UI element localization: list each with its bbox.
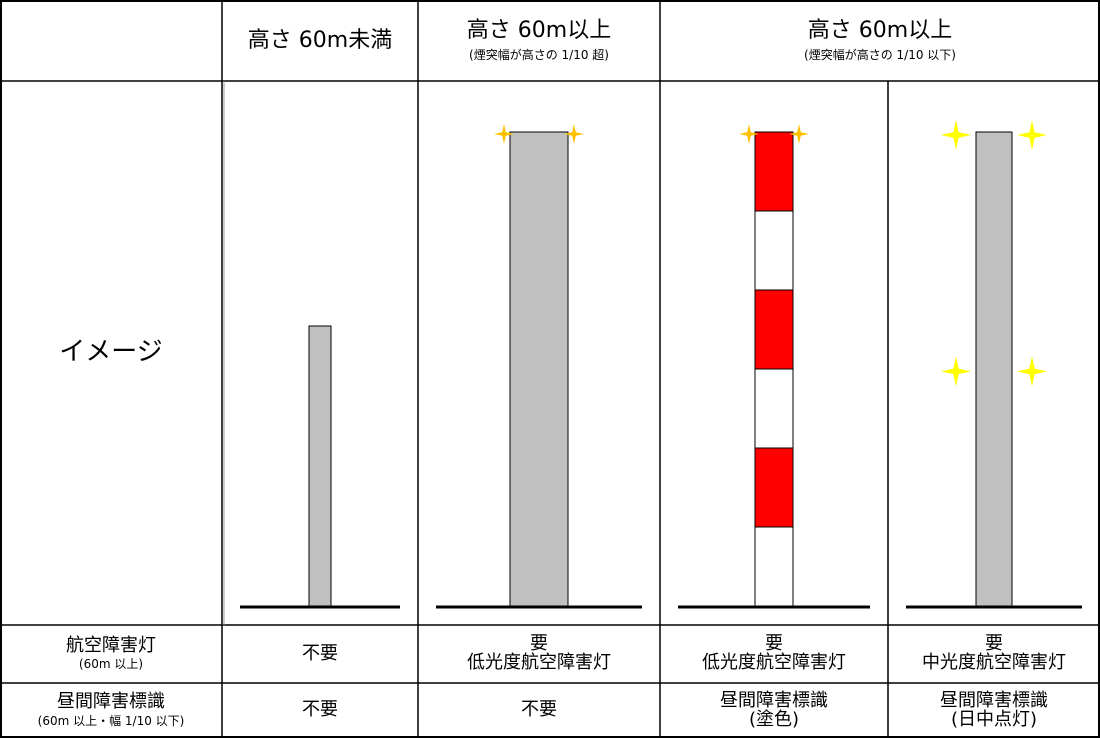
header-col1-title: 高さ 60m未満	[247, 27, 393, 53]
header-col3-title: 高さ 60m以上	[807, 17, 953, 43]
chimney-1	[308, 325, 332, 607]
aviation-light-value-2-line1: 要	[530, 633, 548, 655]
row-label-image: イメージ	[0, 81, 222, 625]
aviation-light-sublabel: (60m 以上)	[78, 657, 144, 672]
chimney-3-band-2	[754, 210, 794, 291]
chimney-3-band-1	[754, 131, 794, 212]
image-row-label: イメージ	[59, 337, 163, 368]
aviation-light-value-2: 要 低光度航空障害灯	[418, 625, 660, 683]
chimney-3-light-top-left	[739, 124, 759, 144]
chimney-2-light-top-left	[494, 124, 514, 144]
header-col3: 高さ 60m以上 (煙突幅が高さの 1/10 以下)	[660, 0, 1100, 81]
chimney-4-light-mid-right	[1017, 356, 1047, 387]
chimney-3-band-5	[754, 447, 794, 528]
chimney-4-light-top-right	[1017, 120, 1047, 150]
aviation-light-value-1: 不要	[222, 625, 418, 683]
chimney-4-light-mid-left	[941, 356, 971, 387]
aviation-light-label: 航空障害灯	[66, 634, 156, 656]
row-label-aviation-light: 航空障害灯 (60m 以上)	[0, 625, 222, 683]
aviation-light-value-4-line2: 中光度航空障害灯	[922, 652, 1066, 673]
daytime-marker-value-2-line1: 不要	[521, 699, 557, 721]
row-label-daytime-marker: 昼間障害標識 (60m 以上・幅 1/10 以下)	[0, 683, 222, 738]
daytime-marker-value-4: 昼間障害標識 (日中点灯)	[888, 683, 1100, 738]
aviation-light-value-4-line1: 要	[985, 633, 1003, 655]
daytime-marker-value-3: 昼間障害標識 (塗色)	[660, 683, 888, 738]
daytime-marker-value-3-line2: (塗色)	[748, 708, 800, 730]
chimney-drawings	[240, 120, 1082, 609]
daytime-marker-value-2: 不要	[418, 683, 660, 738]
aviation-light-value-1-line1: 不要	[302, 642, 338, 664]
daytime-marker-value-3-line1: 昼間障害標識	[720, 689, 828, 711]
chimney-3-light-top-right	[789, 124, 809, 144]
aviation-light-value-3: 要 低光度航空障害灯	[660, 625, 888, 683]
aviation-light-value-3-line2: 低光度航空障害灯	[702, 652, 846, 673]
header-col2: 高さ 60m以上 (煙突幅が高さの 1/10 超)	[418, 0, 660, 81]
daytime-marker-sublabel: (60m 以上・幅 1/10 以下)	[37, 713, 185, 728]
chimney-3-band-6	[754, 526, 794, 607]
daytime-marker-value-4-line2: (日中点灯)	[950, 708, 1038, 730]
daytime-marker-label: 昼間障害標識	[57, 691, 165, 713]
daytime-marker-value-1-line1: 不要	[302, 699, 338, 721]
chimney-3-band-4	[754, 368, 794, 449]
aviation-light-value-2-line2: 低光度航空障害灯	[467, 652, 611, 673]
chimney-2	[509, 131, 569, 607]
header-col2-subtitle: (煙突幅が高さの 1/10 超)	[469, 48, 609, 63]
daytime-marker-value-1: 不要	[222, 683, 418, 738]
aviation-light-value-4: 要 中光度航空障害灯	[888, 625, 1100, 683]
chimney-4-light-top-left	[941, 120, 971, 150]
chimney-2-light-top-right	[564, 124, 584, 144]
header-col1: 高さ 60m未満	[222, 0, 418, 81]
header-col2-title: 高さ 60m以上	[466, 17, 612, 43]
daytime-marker-value-4-line1: 昼間障害標識	[940, 689, 1048, 711]
chimney-4	[975, 131, 1013, 607]
aviation-light-value-3-line1: 要	[765, 633, 783, 655]
chimney-3-band-3	[754, 289, 794, 370]
header-col3-subtitle: (煙突幅が高さの 1/10 以下)	[804, 48, 956, 63]
